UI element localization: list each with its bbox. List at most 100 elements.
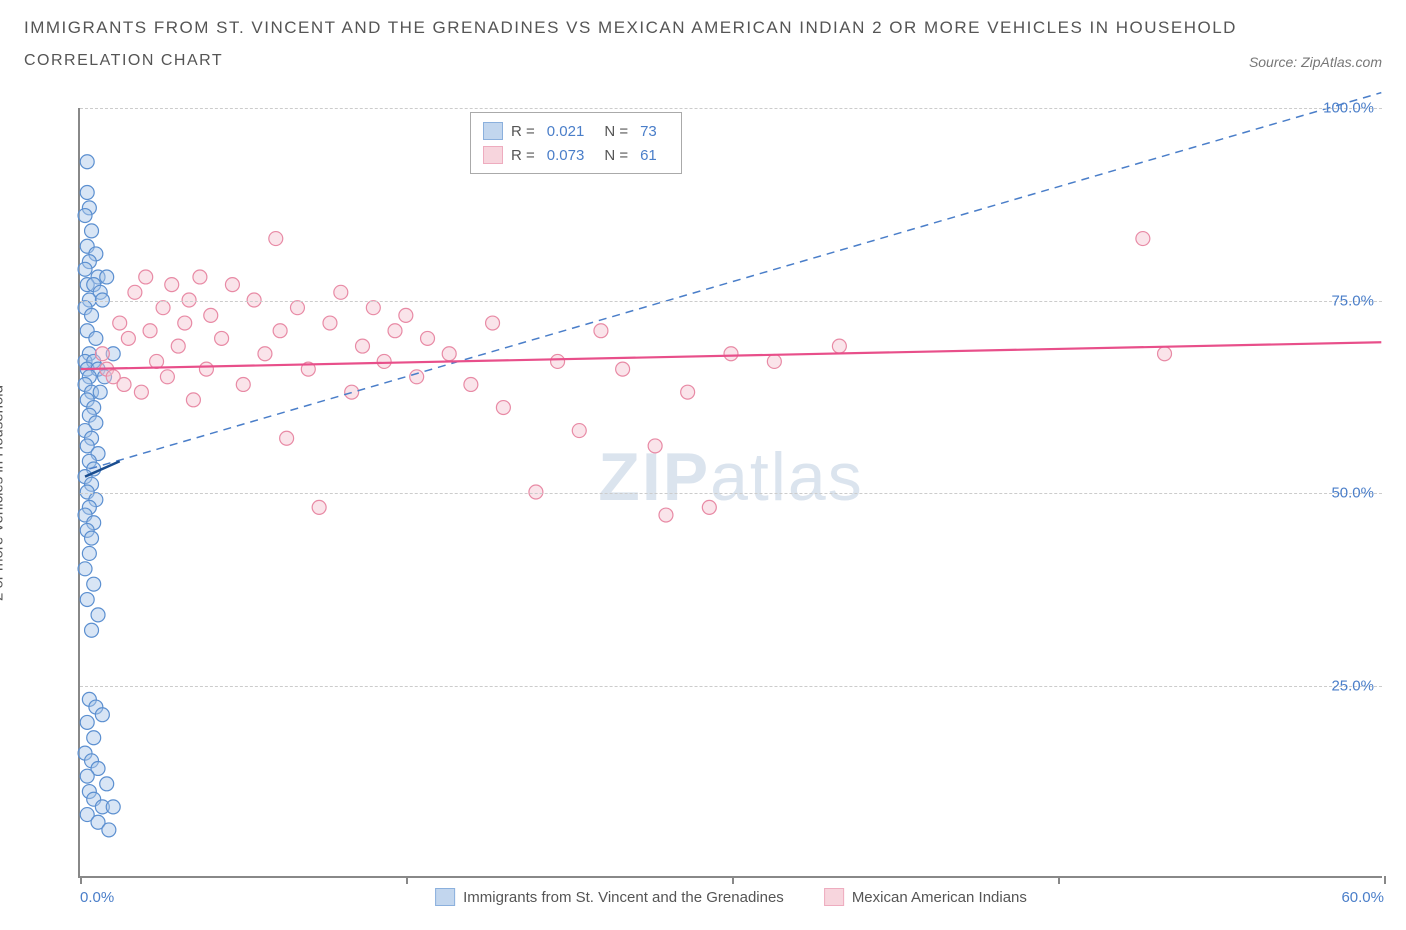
x-tick (80, 876, 82, 884)
scatter-point (225, 278, 239, 292)
series-name: Immigrants from St. Vincent and the Gren… (463, 889, 784, 906)
series-legend-item: Mexican American Indians (824, 888, 1027, 906)
scatter-point (93, 385, 107, 399)
scatter-point (269, 232, 283, 246)
scatter-point (193, 270, 207, 284)
scatter-point (702, 500, 716, 514)
scatter-point (106, 800, 120, 814)
scatter-point (117, 377, 131, 391)
x-tick (1058, 876, 1060, 884)
y-tick-label: 75.0% (1331, 292, 1374, 309)
scatter-point (334, 285, 348, 299)
scatter-point (80, 593, 94, 607)
chart-subtitle: CORRELATION CHART (24, 52, 223, 70)
scatter-point (464, 377, 478, 391)
x-tick (406, 876, 408, 884)
scatter-point (724, 347, 738, 361)
stat-n-label: N = (604, 147, 628, 164)
scatter-point (594, 324, 608, 338)
scatter-point (832, 339, 846, 353)
series-legend-item: Immigrants from St. Vincent and the Gren… (435, 888, 784, 906)
scatter-point (95, 347, 109, 361)
scatter-point (178, 316, 192, 330)
scatter-point (442, 347, 456, 361)
scatter-point (85, 623, 99, 637)
stat-r-label: R = (511, 123, 535, 140)
scatter-point (1136, 232, 1150, 246)
stat-n-label: N = (604, 123, 628, 140)
scatter-point (156, 301, 170, 315)
scatter-point (82, 546, 96, 560)
scatter-point (215, 331, 229, 345)
scatter-point (80, 185, 94, 199)
legend-swatch (435, 888, 455, 906)
scatter-point (87, 731, 101, 745)
stat-n-value: 73 (640, 123, 657, 140)
scatter-point (89, 331, 103, 345)
scatter-point (121, 331, 135, 345)
stats-legend: R =0.021 N =73 R =0.073 N =61 (470, 112, 682, 174)
source-label: Source: ZipAtlas.com (1249, 54, 1382, 70)
scatter-point (143, 324, 157, 338)
stats-legend-row: R = 0.021 N = 73 (483, 119, 669, 143)
scatter-point (80, 769, 94, 783)
legend-swatch (483, 146, 503, 164)
scatter-point (410, 370, 424, 384)
gridline (80, 301, 1382, 302)
x-tick-label: 0.0% (80, 889, 114, 906)
plot-area: ZIPatlas 25.0%50.0%75.0%100.0%0.0%60.0% … (78, 108, 1382, 878)
chart-title: IMMIGRANTS FROM ST. VINCENT AND THE GREN… (24, 18, 1382, 38)
gridline (80, 108, 1382, 109)
stat-r-value: 0.021 (547, 123, 585, 140)
scatter-point (616, 362, 630, 376)
scatter-point (160, 370, 174, 384)
scatter-point (85, 224, 99, 238)
scatter-point (113, 316, 127, 330)
scatter-point (323, 316, 337, 330)
scatter-point (186, 393, 200, 407)
chart-header: IMMIGRANTS FROM ST. VINCENT AND THE GREN… (0, 0, 1406, 78)
scatter-point (312, 500, 326, 514)
scatter-point (150, 354, 164, 368)
scatter-point (496, 401, 510, 415)
stat-n-value: 61 (640, 147, 657, 164)
scatter-point (100, 777, 114, 791)
scatter-point (273, 324, 287, 338)
scatter-point (659, 508, 673, 522)
scatter-point (80, 715, 94, 729)
scatter-point (648, 439, 662, 453)
scatter-point (87, 577, 101, 591)
scatter-point (91, 608, 105, 622)
scatter-point (345, 385, 359, 399)
scatter-point (551, 354, 565, 368)
scatter-point (377, 354, 391, 368)
scatter-point (399, 308, 413, 322)
gridline (80, 686, 1382, 687)
subtitle-row: CORRELATION CHART Source: ZipAtlas.com (24, 52, 1382, 70)
scatter-point (85, 308, 99, 322)
scatter-point (767, 354, 781, 368)
x-tick (732, 876, 734, 884)
scatter-point (78, 262, 92, 276)
scatter-point (78, 209, 92, 223)
legend-swatch (824, 888, 844, 906)
scatter-point (529, 485, 543, 499)
scatter-point (171, 339, 185, 353)
scatter-point (356, 339, 370, 353)
scatter-point (366, 301, 380, 315)
scatter-point (165, 278, 179, 292)
scatter-point (134, 385, 148, 399)
scatter-point (102, 823, 116, 837)
scatter-point (80, 155, 94, 169)
x-tick (1384, 876, 1386, 884)
scatter-point (290, 301, 304, 315)
y-tick-label: 25.0% (1331, 677, 1374, 694)
scatter-point (1158, 347, 1172, 361)
scatter-point (421, 331, 435, 345)
legend-swatch (483, 122, 503, 140)
scatter-point (100, 270, 114, 284)
scatter-point (236, 377, 250, 391)
scatter-point (486, 316, 500, 330)
stats-legend-row: R =0.073 N =61 (483, 143, 669, 167)
y-tick-label: 100.0% (1323, 100, 1374, 117)
